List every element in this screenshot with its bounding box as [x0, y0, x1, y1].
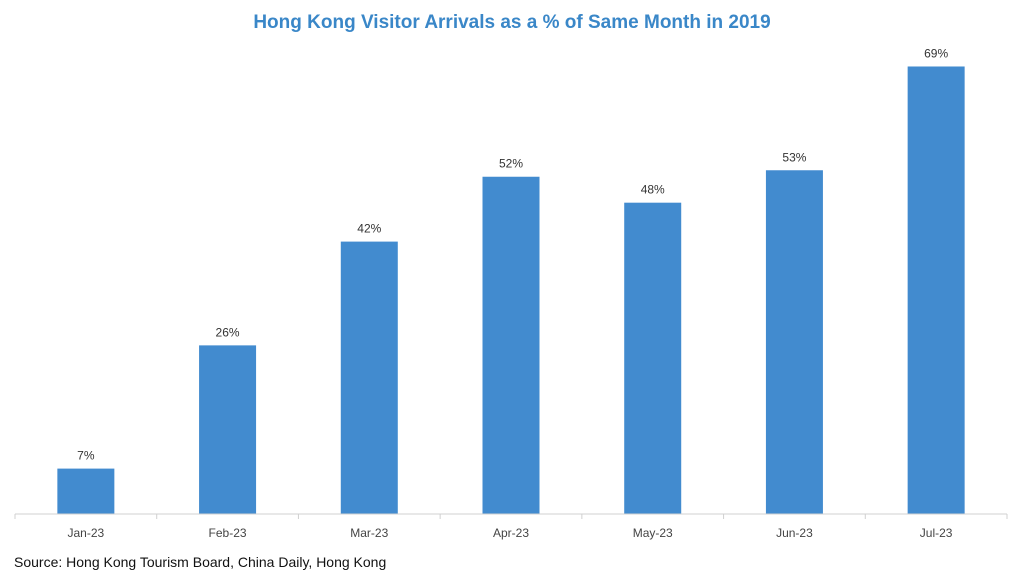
x-tick-label: Apr-23 — [493, 526, 529, 540]
bar-jun-23[interactable] — [765, 170, 823, 514]
x-tick-label: Jan-23 — [68, 526, 105, 540]
bar-may-23[interactable] — [624, 202, 682, 514]
data-label: 52% — [499, 157, 523, 171]
data-label: 26% — [216, 325, 240, 339]
data-label: 69% — [924, 46, 948, 60]
source-note: Source: Hong Kong Tourism Board, China D… — [14, 554, 387, 570]
x-tick-label: May-23 — [633, 526, 673, 540]
x-ticks-group — [14, 514, 1008, 519]
bars-group — [57, 66, 965, 514]
chart-title: Hong Kong Visitor Arrivals as a % of Sam… — [253, 12, 771, 33]
bar-mar-23[interactable] — [340, 241, 398, 514]
bar-jan-23[interactable] — [57, 468, 115, 514]
data-label: 42% — [357, 222, 381, 236]
data-label: 7% — [77, 449, 95, 463]
x-tick-label: Jun-23 — [776, 526, 813, 540]
data-labels-group: 7% 26% 42% 52% 48% 53% 69% — [77, 46, 948, 462]
bar-feb-23[interactable] — [199, 345, 257, 514]
x-tick-label: Feb-23 — [209, 526, 247, 540]
data-label: 48% — [641, 183, 665, 197]
bar-jul-23[interactable] — [907, 66, 965, 514]
x-tick-label: Mar-23 — [350, 526, 388, 540]
data-label: 53% — [782, 150, 806, 164]
bar-apr-23[interactable] — [482, 176, 540, 514]
x-tick-labels-group: Jan-23 Feb-23 Mar-23 Apr-23 May-23 Jun-23 Jul-… — [68, 526, 953, 540]
x-tick-label: Jul-23 — [920, 526, 953, 540]
